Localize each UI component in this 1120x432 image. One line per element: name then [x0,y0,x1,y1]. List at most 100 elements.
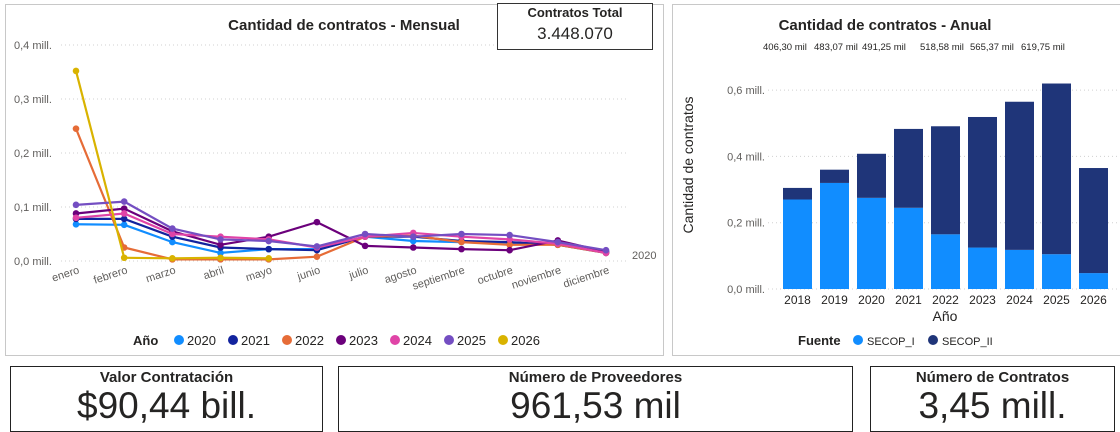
monthly-data-point [265,245,273,253]
annual-bar-SECOP_II-2023 [968,116,997,248]
annual-bar-SECOP_II-2020 [857,153,886,198]
annual-legend-marker-SECOP_I [853,335,863,345]
annual-y-tick: 0,0 mill. [727,284,765,296]
legend-label-2021: 2021 [241,333,270,348]
monthly-data-point [361,242,369,250]
legend-label-2025: 2025 [457,333,486,348]
annual-y-tick: 0,2 mill. [727,218,765,230]
monthly-data-point [313,243,321,250]
monthly-data-point [458,238,465,246]
legend-label-2020: 2020 [187,333,216,348]
annual-x-tick: 2021 [895,293,922,307]
legend-marker-2021 [228,335,238,345]
monthly-x-tick: enero [50,264,80,284]
monthly-data-point [217,254,224,262]
monthly-y-tick: 0,4 mill. [14,40,52,52]
monthly-data-point [169,230,176,238]
monthly-data-point [72,67,80,75]
annual-total-label: 406,30 mil [763,42,807,53]
monthly-data-point [506,246,513,254]
monthly-data-point [361,230,369,238]
monthly-series-line-2023 [75,207,607,253]
annual-y-tick: 0,4 mill. [727,151,765,163]
annual-x-tick: 2025 [1043,293,1070,307]
legend-label-2026: 2026 [511,333,540,348]
monthly-data-point [602,246,610,254]
monthly-data-point [120,221,128,229]
numero-contratos-value: 3,45 mill. [918,385,1067,426]
monthly-data-point [265,237,273,245]
monthly-data-point [313,253,321,260]
monthly-data-point [458,230,465,238]
annual-bar-SECOP_II-2025 [1042,83,1071,255]
annual-legend-title: Fuente [798,333,841,348]
monthly-data-point [409,233,417,240]
annual-legend: Fuente SECOP_I SECOP_II [798,333,993,348]
annual-bar-SECOP_I-2020 [857,197,886,289]
monthly-x-tick: febrero [92,264,129,286]
monthly-x-tick: abril [202,264,225,282]
monthly-data-point [554,238,562,246]
legend-label-2022: 2022 [295,333,324,348]
legend-marker-2023 [336,335,346,345]
monthly-series-line-2024 [75,212,607,254]
legend-marker-2025 [444,335,454,345]
numero-proveedores-label: Número de Proveedores [508,369,683,386]
annual-bar-SECOP_I-2024 [1005,249,1034,289]
annual-total-label: 565,37 mil [970,42,1014,53]
annual-legend-label-SECOP_II: SECOP_II [942,336,993,348]
monthly-data-point [72,125,80,132]
annual-y-tick: 0,6 mill. [727,85,765,97]
annual-bar-SECOP_II-2026 [1079,168,1108,274]
annual-total-label: 491,25 mil [862,42,906,53]
valor-contratacion-value: $90,44 bill. [77,385,256,426]
annual-bar-SECOP_I-2019 [820,182,849,289]
annual-total-label: 518,58 mil [920,42,964,53]
monthly-data-point [169,255,176,262]
monthly-y-tick: 0,3 mill. [14,94,52,106]
annual-bar-SECOP_II-2022 [931,126,960,235]
legend-marker-2020 [174,335,184,345]
annual-x-tick: 2023 [969,293,996,307]
monthly-y-tick: 0,2 mill. [14,148,52,160]
numero-contratos-card: Número de Contratos 3,45 mill. [870,366,1115,432]
legend-label-2024: 2024 [403,333,432,348]
annual-x-tick: 2022 [932,293,959,307]
monthly-end-label: 2020 [632,250,656,262]
annual-legend-label-SECOP_I: SECOP_I [867,336,915,348]
monthly-data-point [120,210,128,217]
monthly-data-point [120,215,128,223]
annual-bar-SECOP_II-2019 [820,169,849,183]
annual-legend-marker-SECOP_II [928,335,938,345]
annual-bar-SECOP_II-2024 [1005,101,1034,250]
annual-x-tick: 2019 [821,293,848,307]
valor-contratacion-label: Valor Contratación [99,369,234,386]
monthly-data-point [120,198,128,205]
monthly-chart-svg: Cantidad de contratos - Mensual 0,0 mill… [14,17,656,348]
monthly-data-point [409,244,417,251]
monthly-chart-title: Cantidad de contratos - Mensual [228,17,460,34]
monthly-data-point [217,236,224,243]
monthly-x-tick: julio [347,264,370,282]
monthly-data-point [120,205,128,212]
contratos-total-label: Contratos Total [527,5,623,20]
monthly-legend-title: Año [133,333,158,348]
monthly-x-tick: octubre [476,264,515,287]
monthly-data-point [72,201,80,209]
monthly-data-point [169,225,176,232]
monthly-x-tick: noviembre [510,264,563,291]
monthly-data-point [217,241,224,249]
annual-bar-SECOP_II-2021 [894,128,923,208]
monthly-data-point [506,241,513,249]
monthly-data-point [217,249,224,257]
annual-bar-SECOP_I-2022 [931,234,960,289]
annual-x-axis-label: Año [933,308,958,324]
annual-bar-SECOP_II-2018 [783,187,812,200]
annual-x-tick: 2024 [1006,293,1033,307]
monthly-legend: Año 2020 2021 2022 2023 2024 2025 2026 [133,333,540,348]
annual-chart-panel: Cantidad de contratos - Anual 406,30 mil… [672,4,1120,356]
annual-bar-SECOP_I-2026 [1079,273,1108,289]
monthly-data-point [265,255,273,262]
monthly-x-tick: septiembre [411,264,466,292]
monthly-series-line-2025 [75,200,607,252]
